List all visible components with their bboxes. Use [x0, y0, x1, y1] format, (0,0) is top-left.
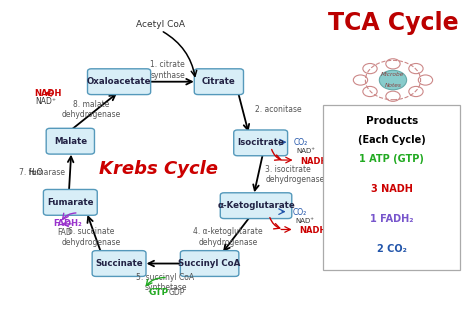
Text: 3. isocitrate
dehydrogenase: 3. isocitrate dehydrogenase — [265, 165, 325, 184]
Text: NADH: NADH — [299, 226, 327, 235]
Text: GTP: GTP — [148, 288, 168, 297]
Text: 8. malate
dehydrogenase: 8. malate dehydrogenase — [62, 100, 121, 120]
Text: NADH: NADH — [300, 157, 328, 166]
Text: 1 FADH₂: 1 FADH₂ — [370, 214, 413, 224]
Text: Notes: Notes — [384, 83, 401, 89]
Text: H₂O: H₂O — [28, 168, 43, 177]
Text: (Each Cycle): (Each Cycle) — [358, 134, 426, 145]
FancyBboxPatch shape — [323, 105, 460, 270]
Text: CO₂: CO₂ — [293, 138, 308, 147]
FancyBboxPatch shape — [92, 251, 146, 277]
Text: Succinate: Succinate — [95, 259, 143, 268]
Text: NADH: NADH — [34, 89, 62, 98]
FancyBboxPatch shape — [220, 193, 292, 218]
Text: 6. succinate
dehydrogenase: 6. succinate dehydrogenase — [62, 227, 121, 247]
Text: NAD⁺: NAD⁺ — [295, 217, 314, 223]
Text: 4. α-ketoglutarate
dehydrogenase: 4. α-ketoglutarate dehydrogenase — [193, 227, 263, 247]
Text: CO₂: CO₂ — [292, 208, 307, 217]
Text: Malate: Malate — [54, 137, 87, 146]
Text: GDP: GDP — [169, 288, 185, 297]
Circle shape — [379, 70, 407, 90]
Text: Microbe: Microbe — [381, 72, 405, 77]
Text: 1. citrate
synthase: 1. citrate synthase — [150, 60, 185, 80]
Text: 2 CO₂: 2 CO₂ — [377, 244, 407, 254]
Text: 3 NADH: 3 NADH — [371, 184, 413, 194]
Text: 2. aconitase: 2. aconitase — [255, 105, 302, 114]
Text: Citrate: Citrate — [202, 77, 236, 86]
Text: NAD⁺: NAD⁺ — [296, 148, 315, 154]
Text: 5. succinyl CoA
synthetase: 5. succinyl CoA synthetase — [137, 273, 194, 292]
Text: FADH₂: FADH₂ — [53, 219, 82, 228]
Text: TCA Cycle: TCA Cycle — [328, 11, 458, 35]
Text: Oxaloacetate: Oxaloacetate — [87, 77, 151, 86]
Text: Succinyl CoA: Succinyl CoA — [179, 259, 241, 268]
Text: Acetyl CoA: Acetyl CoA — [137, 20, 185, 29]
FancyBboxPatch shape — [180, 251, 239, 277]
Text: α-Ketoglutarate: α-Ketoglutarate — [217, 201, 295, 210]
FancyBboxPatch shape — [44, 190, 97, 215]
Text: FAD: FAD — [57, 228, 72, 237]
FancyBboxPatch shape — [194, 69, 244, 95]
Text: Fumarate: Fumarate — [47, 198, 93, 207]
Text: Products: Products — [365, 117, 418, 126]
Text: NAD⁺: NAD⁺ — [36, 97, 56, 106]
FancyBboxPatch shape — [234, 130, 288, 156]
Text: Krebs Cycle: Krebs Cycle — [99, 160, 218, 178]
FancyBboxPatch shape — [88, 69, 151, 95]
Text: 7. fumarase: 7. fumarase — [18, 168, 64, 177]
Text: 1 ATP (GTP): 1 ATP (GTP) — [359, 154, 424, 164]
Text: Isocitrate: Isocitrate — [237, 138, 284, 147]
FancyBboxPatch shape — [46, 128, 94, 154]
